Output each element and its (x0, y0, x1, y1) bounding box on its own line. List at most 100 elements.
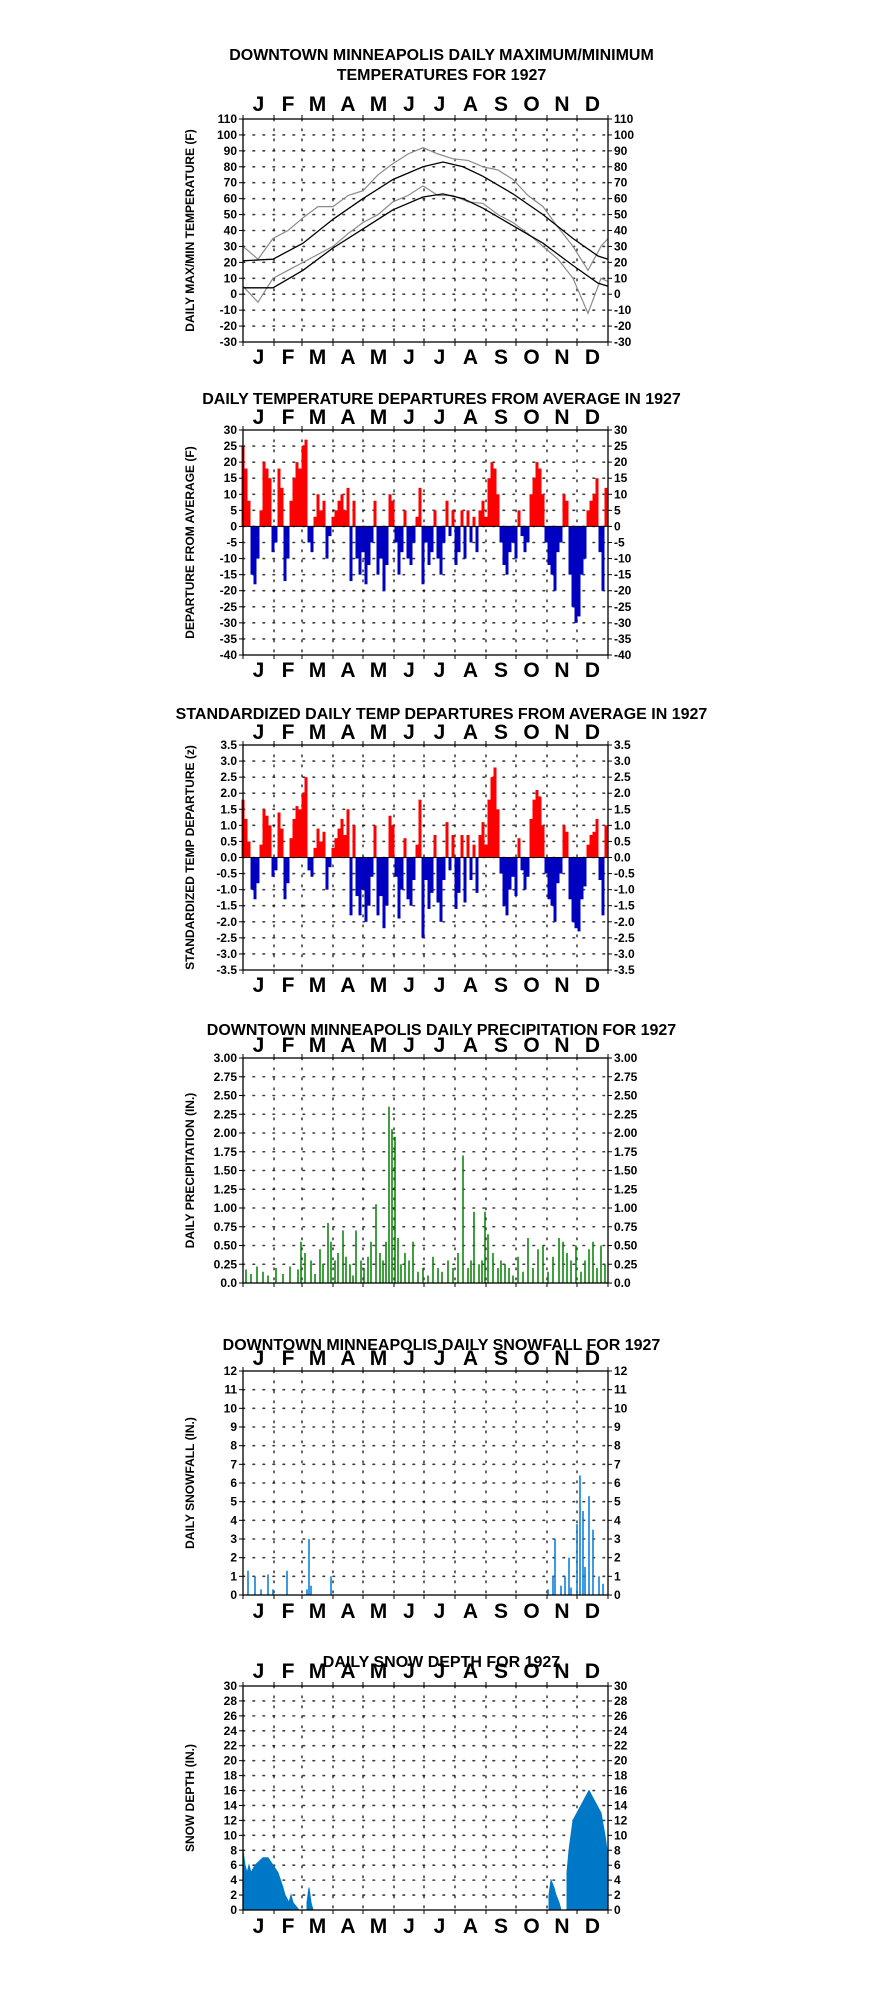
bar (592, 494, 596, 527)
month-label: J (434, 1347, 446, 1370)
month-label: M (309, 721, 327, 744)
bar (394, 1136, 396, 1283)
bar (523, 526, 527, 553)
y-tick-label: 15 (224, 471, 238, 485)
month-label: A (340, 346, 355, 369)
bar (247, 500, 251, 527)
y-tick-label: 10 (224, 1401, 238, 1415)
bar (310, 1260, 312, 1283)
chart-svg: -40 -35 -30 -25 -20 -15 -10 -5 0 5 10 15 20 25 30 -40 -3… (183, 406, 632, 682)
bar (570, 1260, 572, 1283)
month-label: A (340, 721, 355, 744)
bar (493, 468, 497, 527)
bar (379, 1253, 381, 1283)
bar (298, 809, 302, 858)
chart-svg: -3.5 -3.0 -2.5 -2.0 -1.5 -1.0 -0.5 0.0 0.5 1.0 1.5… (183, 721, 635, 997)
bar (331, 516, 335, 527)
bar (286, 857, 290, 884)
bar (370, 526, 374, 543)
bar (424, 857, 428, 880)
y-tick-label: 70 (224, 176, 238, 190)
y-tick-label: -30 (614, 616, 632, 630)
y-tick-label: 20 (614, 255, 628, 269)
y-tick-label: -3.0 (216, 947, 237, 961)
bar (346, 487, 350, 527)
bar (558, 1238, 560, 1283)
month-label: S (494, 721, 508, 744)
y-tick-label: 3 (614, 1532, 621, 1546)
y-tick-label: -20 (614, 319, 632, 333)
month-label: S (494, 1600, 508, 1623)
y-axis-label: SNOW DEPTH (IN.) (183, 1744, 197, 1852)
y-tick-label: 10 (614, 487, 628, 501)
month-label: A (463, 1034, 478, 1057)
y-tick-label: 12 (224, 1813, 238, 1827)
month-label: A (340, 93, 355, 116)
bar (470, 1260, 472, 1283)
bar (504, 1264, 506, 1283)
bar (274, 857, 278, 871)
y-tick-label: 25 (614, 439, 628, 453)
month-label: A (340, 974, 355, 997)
bar (262, 462, 266, 527)
bar (514, 526, 518, 559)
plot-area (241, 767, 608, 938)
y-axis-label: STANDARDIZED TEMP DEPARTURE (z) (183, 745, 197, 970)
bar (559, 857, 563, 874)
month-label: M (370, 721, 388, 744)
bar (319, 510, 323, 527)
bar (412, 857, 416, 880)
month-label: J (434, 721, 446, 744)
y-tick-label: 0 (230, 1903, 237, 1917)
bar (598, 1576, 600, 1595)
y-tick-label: -0.5 (216, 867, 237, 881)
bar (484, 1211, 486, 1283)
bar (379, 857, 383, 897)
month-label: N (554, 1600, 569, 1623)
bar (538, 796, 542, 858)
bar (430, 526, 434, 553)
y-tick-label: 8 (614, 1439, 621, 1453)
bar (310, 1585, 312, 1595)
y-tick-label: 0 (614, 1903, 621, 1917)
bar (532, 799, 536, 858)
month-label: F (282, 406, 295, 429)
bar (568, 857, 572, 900)
y-tick-label: 8 (230, 1439, 237, 1453)
bar (568, 1557, 570, 1595)
y-tick-label: 3.00 (214, 1051, 238, 1065)
y-tick-label: 26 (614, 1709, 628, 1723)
bar (340, 818, 344, 858)
month-label: N (554, 659, 569, 682)
bar (436, 526, 440, 559)
bar (274, 526, 278, 543)
month-label: J (253, 721, 265, 744)
bar (535, 462, 539, 527)
month-label: O (523, 1600, 539, 1623)
month-label: D (585, 1660, 600, 1683)
bar (441, 1271, 443, 1283)
bar (316, 828, 320, 858)
bar (487, 799, 491, 858)
chart-svg: -30-20-100102030405060708090100110-30-20… (183, 93, 634, 369)
y-tick-label: 1.50 (214, 1164, 238, 1178)
bar (598, 857, 602, 880)
bar (358, 526, 362, 575)
bar (601, 857, 605, 916)
bar (306, 1589, 308, 1595)
bar (316, 494, 320, 527)
month-label: O (523, 1915, 539, 1938)
bar (250, 1274, 252, 1283)
bar (403, 838, 407, 858)
y-tick-label: 20 (224, 1754, 238, 1768)
y-tick-label: 1 (230, 1569, 237, 1583)
bar (364, 526, 368, 585)
month-label: A (340, 406, 355, 429)
y-tick-label: 24 (224, 1724, 238, 1738)
y-tick-label: 1.5 (220, 802, 237, 816)
month-label: O (523, 93, 539, 116)
y-tick-label: 6 (230, 1858, 237, 1872)
y-tick-label: 2 (230, 1888, 237, 1902)
